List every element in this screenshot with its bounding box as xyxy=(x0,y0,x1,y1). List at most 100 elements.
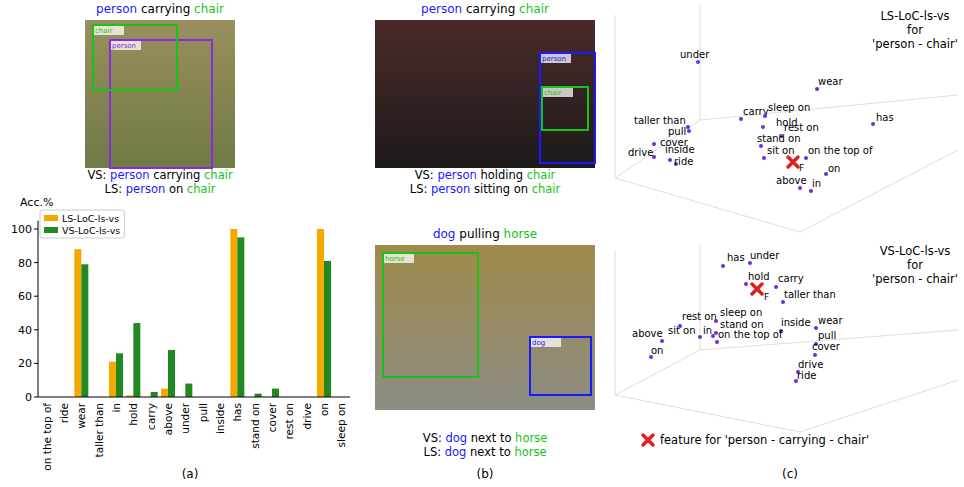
figure: person carrying chairpersonchairVS: pers… xyxy=(0,0,964,487)
tick-label: carry xyxy=(145,403,157,430)
tick-label: on the top of xyxy=(41,403,53,471)
subject: person xyxy=(110,168,149,182)
point xyxy=(798,186,802,190)
predicate: carrying xyxy=(141,2,190,16)
bar xyxy=(317,229,324,397)
subject: person xyxy=(96,2,137,16)
bars xyxy=(74,229,331,397)
point xyxy=(813,353,817,357)
prefix: LS: xyxy=(410,182,428,196)
point xyxy=(744,282,748,286)
panel-label: (c) xyxy=(782,467,798,481)
point-label: has xyxy=(876,112,894,123)
pane-edge xyxy=(615,5,958,232)
legend-swatch xyxy=(44,227,58,233)
box-label-bg xyxy=(94,26,124,35)
legend: LS-LoC-ls-vsVS-LoC-ls-vs xyxy=(40,210,124,238)
feature-marker xyxy=(752,284,762,294)
legend-label: VS-LoC-ls-vs xyxy=(62,225,120,236)
tick-label: pull xyxy=(197,403,209,422)
tick xyxy=(34,329,38,330)
point xyxy=(761,125,765,129)
prefix: LS: xyxy=(423,445,441,459)
phrase: VS: person carrying chair xyxy=(87,168,233,182)
tick-label: inside xyxy=(214,403,226,434)
predicate: carrying xyxy=(466,2,515,16)
phrase: VS: person holding chair xyxy=(415,168,556,182)
point xyxy=(748,261,752,265)
subject: dog xyxy=(433,227,456,241)
phrase: LS: dog next to horse xyxy=(423,445,546,459)
point-label: ride xyxy=(797,370,816,381)
tick-label: taller than xyxy=(93,403,105,457)
point-label: carry xyxy=(778,273,804,284)
prefix: VS: xyxy=(415,168,434,182)
point-label: inside xyxy=(781,317,811,328)
point-label: above xyxy=(632,328,663,339)
subject: dog xyxy=(445,431,467,445)
subject: dog xyxy=(445,445,467,459)
point xyxy=(686,125,690,129)
point-label: pull xyxy=(818,330,836,341)
point-label: rest on xyxy=(784,122,819,133)
object: chair xyxy=(204,168,233,182)
phrase: person carrying chair xyxy=(421,2,549,16)
photo xyxy=(375,20,595,168)
tick-label: under xyxy=(179,402,191,433)
point xyxy=(763,114,767,118)
point-label: drive xyxy=(798,359,823,370)
point-label: sit on xyxy=(767,145,795,156)
object: chair xyxy=(527,168,556,182)
panel-label: (b) xyxy=(477,467,494,481)
point-label: cover xyxy=(812,341,841,352)
subject: person xyxy=(126,182,165,196)
point-label: sleep on xyxy=(768,102,810,113)
prefix: VS: xyxy=(87,168,106,182)
phrase: LS: person sitting on chair xyxy=(410,182,561,196)
legend-swatch xyxy=(44,215,58,221)
predicate: carrying xyxy=(153,168,200,182)
tick xyxy=(34,262,38,263)
feature-label: F xyxy=(799,163,804,173)
tick xyxy=(34,397,38,398)
tick xyxy=(34,296,38,297)
point xyxy=(687,129,691,133)
point xyxy=(804,156,808,160)
predicate: pulling xyxy=(459,227,499,241)
box-label-bg xyxy=(531,338,561,347)
tick-label: above xyxy=(162,403,174,435)
y-axis xyxy=(38,221,39,397)
box-label: chair xyxy=(544,89,562,97)
tick-label: 0 xyxy=(25,391,32,404)
point-label: on xyxy=(828,163,840,174)
legend-label: LS-LoC-ls-vs xyxy=(62,213,119,224)
tick-label: hold xyxy=(127,403,139,426)
point-label: pull xyxy=(668,126,686,137)
predicate: holding xyxy=(480,168,523,182)
phrase: VS: dog next to horse xyxy=(423,431,547,445)
bounding-box xyxy=(93,25,177,90)
bar xyxy=(272,389,279,397)
point-label: on xyxy=(651,345,663,356)
point-label: carry xyxy=(743,106,769,117)
subject: person xyxy=(437,168,476,182)
box-label-bg xyxy=(541,54,571,63)
point-label: has xyxy=(727,252,745,263)
point-label: sit on xyxy=(668,325,696,336)
plot-title: for xyxy=(907,258,923,272)
plot-title: VS-LoC-ls-vs xyxy=(880,244,951,258)
point xyxy=(714,319,718,323)
tick-label: drive xyxy=(301,403,313,430)
point xyxy=(668,158,672,162)
phrase: person carrying chair xyxy=(96,2,224,16)
bar xyxy=(151,392,158,397)
point-label: drive xyxy=(628,147,653,158)
point-label: ride xyxy=(674,156,693,167)
point xyxy=(774,285,778,289)
bar xyxy=(237,237,244,397)
point-label: sleep on xyxy=(720,307,762,318)
point-label: in xyxy=(703,325,712,336)
photo xyxy=(85,20,235,168)
box-label-bg xyxy=(111,41,141,50)
object: horse xyxy=(514,445,546,459)
